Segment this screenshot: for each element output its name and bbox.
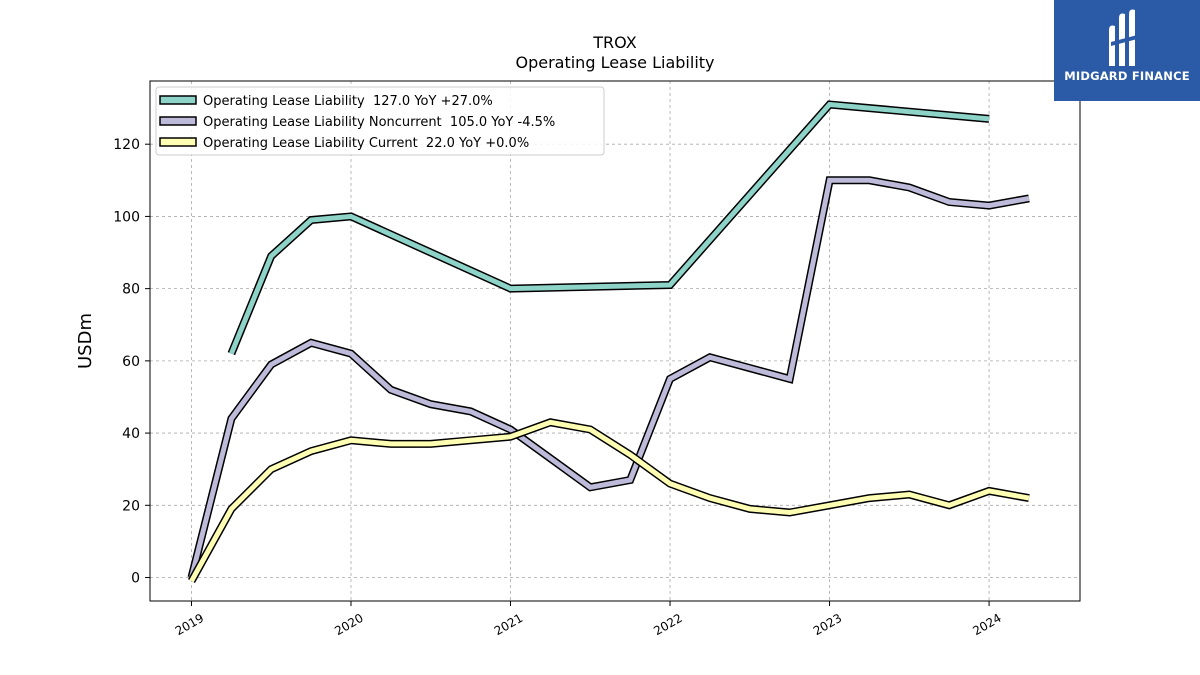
x-tick-label: 2021 — [492, 611, 525, 638]
chart-title: TROX — [592, 33, 636, 52]
x-tick-label: 2024 — [970, 611, 1003, 638]
y-tick-label: 120 — [113, 137, 140, 153]
legend-swatch-2 — [159, 137, 197, 147]
legend-box — [155, 86, 605, 156]
y-axis-label: USDm — [75, 313, 96, 369]
legend-label-1: Operating Lease Liability Noncurrent 105… — [203, 115, 555, 130]
x-tick-label: 2020 — [332, 611, 365, 638]
grid-lines — [150, 81, 1080, 601]
x-tick-label: 2019 — [173, 611, 206, 638]
x-tick-label: 2022 — [651, 611, 684, 638]
x-tick-label: 2023 — [811, 611, 844, 638]
series-line-1 — [189, 177, 1030, 579]
legend-swatch-1 — [159, 116, 197, 126]
y-tick-label: 60 — [122, 354, 140, 370]
y-tick-label: 0 — [131, 571, 140, 587]
legend: Operating Lease Liability 127.0 YoY +27.… — [155, 86, 605, 156]
brand-logo: MIDGARD FINANCE — [1054, 0, 1200, 101]
y-tick-label: 20 — [122, 498, 140, 514]
series-outline-2 — [187, 418, 1030, 584]
series-outline-1 — [187, 176, 1030, 579]
brand-name: MIDGARD FINANCE — [1064, 69, 1190, 83]
axes: 0 20 40 60 80 100 120 2019 2020 2021 2022 2023 2024 — [113, 137, 1004, 638]
series-line-0 — [229, 101, 990, 355]
chart-subtitle: Operating Lease Liability — [515, 53, 714, 72]
series-lines — [187, 100, 1030, 584]
legend-swatch-0 — [159, 95, 197, 105]
y-tick-label: 40 — [122, 426, 140, 442]
y-tick-label: 80 — [122, 282, 140, 298]
series-line-2 — [189, 419, 1030, 583]
midgard-logo-icon — [1109, 9, 1141, 66]
y-tick-label: 100 — [113, 209, 140, 225]
legend-label-0: Operating Lease Liability 127.0 YoY +27.… — [203, 94, 493, 109]
plot-frame — [149, 80, 1081, 602]
legend-label-2: Operating Lease Liability Current 22.0 Y… — [203, 136, 529, 151]
